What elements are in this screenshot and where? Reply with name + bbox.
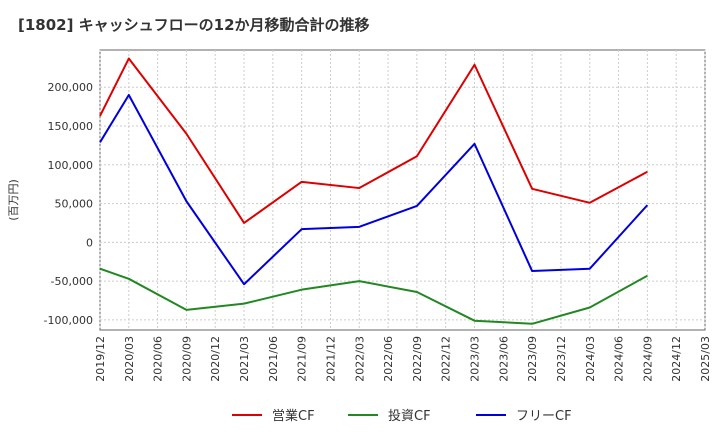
legend-label-0: 営業CF	[272, 408, 315, 424]
x-tick-label: 2021/03	[238, 336, 251, 382]
x-tick-label: 2023/03	[469, 336, 482, 382]
grid-lines	[99, 50, 706, 330]
y-axis-label: (百万円)	[7, 179, 20, 221]
x-tick-label: 2022/06	[382, 336, 395, 382]
x-tick-label: 2019/12	[94, 336, 107, 382]
y-tick-label: -100,000	[44, 314, 93, 327]
x-tick-label: 2020/06	[152, 336, 165, 382]
x-tick-label: 2020/12	[209, 336, 222, 382]
legend: 営業CF 投資CF フリーCF	[232, 408, 572, 424]
y-tick-label: 0	[86, 236, 93, 249]
x-tick-label: 2023/09	[526, 336, 539, 382]
y-tick-label: 100,000	[48, 159, 94, 172]
x-tick-label: 2021/09	[296, 336, 309, 382]
x-tick-label: 2024/03	[584, 336, 597, 382]
y-tick-labels: 200,000 150,000 100,000 50,000 0 -50,000 -100,…	[44, 81, 93, 327]
legend-label-1: 投資CF	[388, 408, 431, 424]
x-tick-labels: 2019/12 2020/03 2020/06 2020/09 2020/12 2021/…	[94, 336, 712, 382]
x-tick-label: 2025/03	[699, 336, 712, 382]
x-tick-label: 2022/12	[440, 336, 453, 382]
x-tick-label: 2021/06	[267, 336, 280, 382]
x-tick-label: 2021/12	[324, 336, 337, 382]
y-tick-label: 50,000	[55, 198, 94, 211]
series-lines	[99, 57, 649, 325]
x-tick-label: 2020/03	[123, 336, 136, 382]
chart-title: [1802] キャッシュフローの12か月移動合計の推移	[18, 16, 370, 34]
x-tick-label: 2022/09	[411, 336, 424, 382]
y-tick-label: -50,000	[51, 275, 93, 288]
series-line-0	[99, 57, 648, 224]
legend-label-2: フリーCF	[516, 409, 572, 424]
x-tick-label: 2020/09	[180, 336, 193, 382]
x-tick-label: 2022/03	[353, 336, 366, 382]
series-line-1	[99, 267, 648, 325]
y-tick-label: 150,000	[48, 120, 94, 133]
x-tick-label: 2023/06	[497, 336, 510, 382]
y-tick-label: 200,000	[48, 81, 94, 94]
x-tick-label: 2024/06	[613, 336, 626, 382]
x-tick-label: 2023/12	[555, 336, 568, 382]
x-tick-label: 2024/12	[670, 336, 683, 382]
x-tick-label: 2024/09	[641, 336, 654, 382]
series-line-2	[99, 93, 649, 286]
